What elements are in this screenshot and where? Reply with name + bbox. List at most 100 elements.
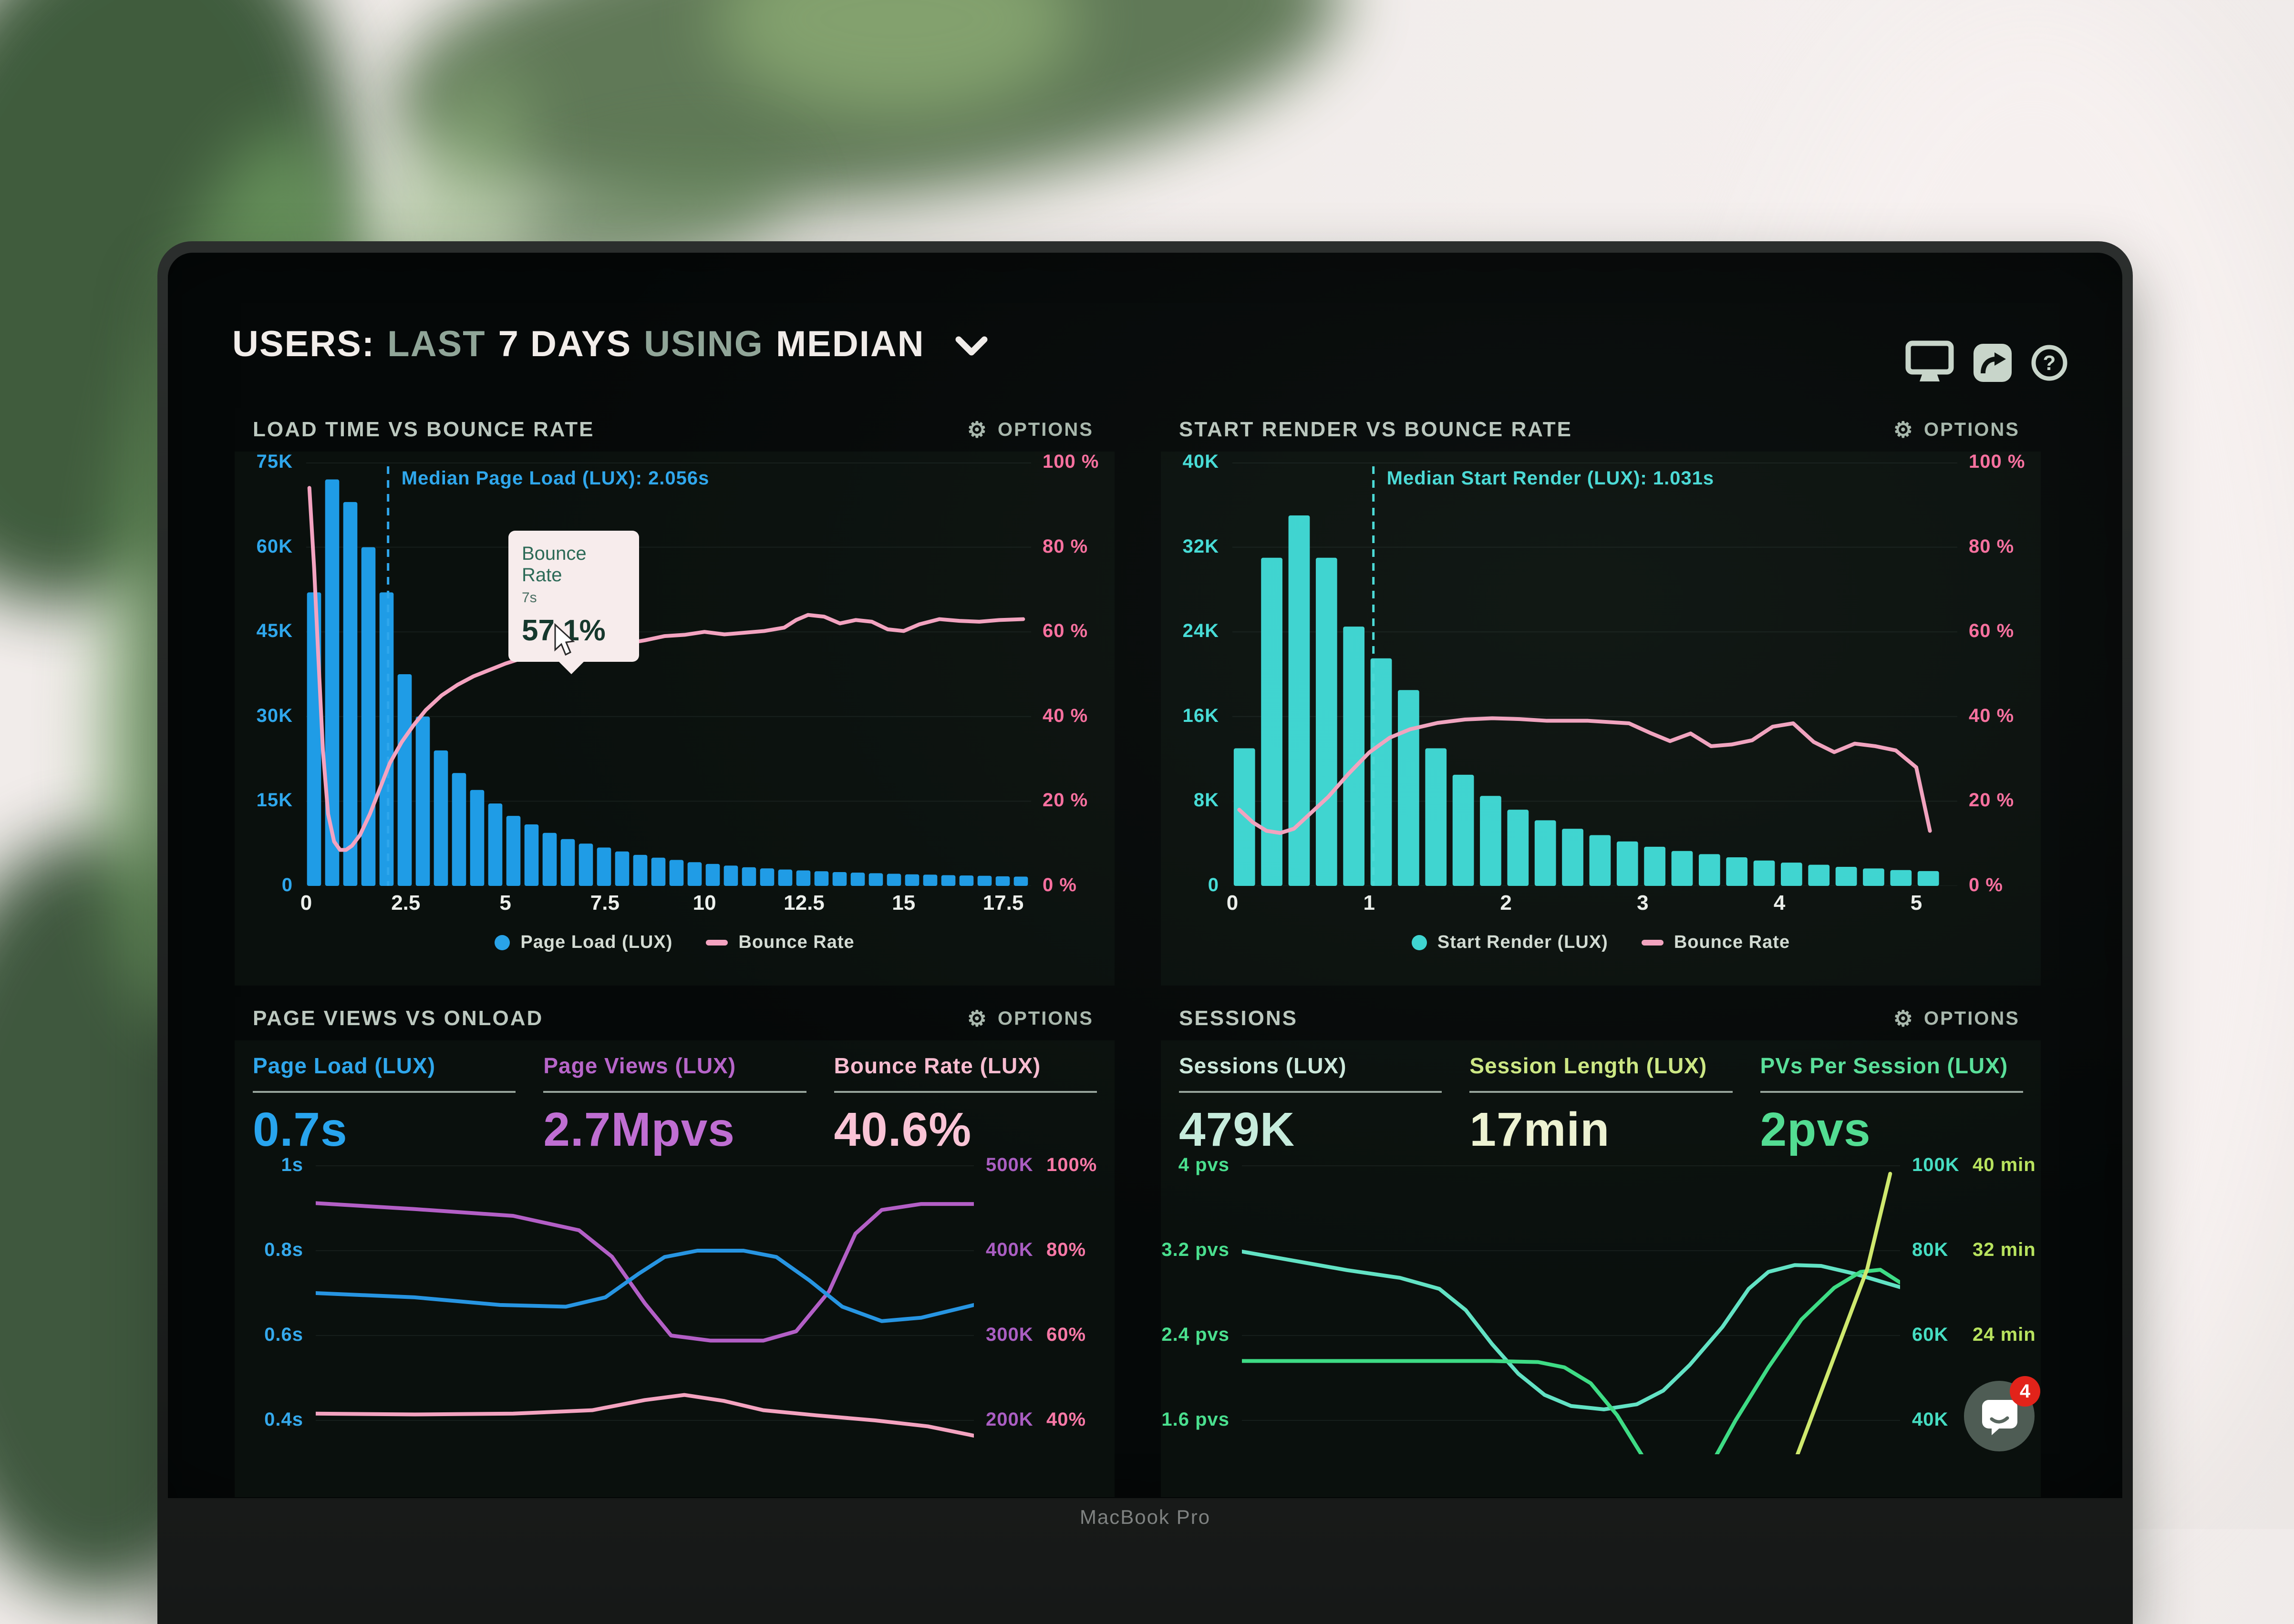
gear-icon: ⚙ [967, 1006, 988, 1031]
metrics-row: Page Load (LUX) 0.7s Page Views (LUX) 2.7Mp… [253, 1053, 1097, 1157]
axis-tick-label: 60K [256, 535, 293, 557]
metric-underline [543, 1091, 806, 1093]
page-title-dropdown[interactable]: USERS: LAST 7 DAYS USING MEDIAN [232, 323, 988, 365]
axis-tick-label: 20 % [1969, 790, 2015, 811]
axis-tick-label: 75K [256, 451, 293, 472]
metric-underline [1469, 1091, 1733, 1093]
axis-tick-label: 100 % [1043, 451, 1099, 472]
chat-unread-badge: 4 [2010, 1376, 2040, 1407]
title-segment: USING [644, 324, 764, 364]
axis-tick-label: 24K [1182, 620, 1219, 642]
metric-label: Bounce Rate (LUX) [834, 1053, 1041, 1078]
metric-block: Bounce Rate (LUX) 40.6% [834, 1053, 1097, 1157]
legend-label: Start Render (LUX) [1437, 932, 1608, 952]
axis-tick-label: 500K [986, 1154, 1033, 1175]
metric-value: 0.7s [253, 1103, 348, 1156]
x-axis: 0 2.5 5 7.5 10 12.5 15 17.5 [300, 891, 1031, 918]
y-axis-right-secondary: 40 min 32 min 24 min [1973, 1144, 2042, 1454]
axis-tick-label: 40 % [1043, 705, 1088, 726]
options-button[interactable]: ⚙ OPTIONS [964, 418, 1096, 441]
panel-header: SESSIONS ⚙ OPTIONS [1161, 997, 2041, 1040]
title-segment: 7 DAYS [498, 324, 632, 364]
legend-marker [1411, 935, 1427, 950]
axis-tick-label: 200K [986, 1409, 1033, 1430]
legend-item[interactable]: Bounce Rate [1641, 932, 1790, 953]
axis-tick-label: 60 % [1043, 620, 1088, 642]
options-button[interactable]: ⚙ OPTIONS [1891, 1007, 2023, 1030]
axis-tick-label: 40K [1182, 451, 1219, 472]
metric-underline [834, 1091, 1097, 1093]
chat-launcher-button[interactable]: 4 [1964, 1376, 2040, 1451]
panel-title: SESSIONS [1179, 1007, 1298, 1030]
metric-underline [1760, 1091, 2023, 1093]
median-annotation: Median Page Load (LUX): 2.056s [401, 468, 710, 489]
metric-label: Session Length (LUX) [1469, 1053, 1707, 1078]
histogram-chart [1232, 463, 1957, 886]
x-tick-label: 4 [1773, 891, 1786, 915]
metric-value: 2.7Mpvs [543, 1103, 735, 1156]
histogram-chart [306, 463, 1031, 886]
axis-tick-label: 40% [1046, 1409, 1086, 1430]
axis-tick-label: 100K [1912, 1154, 1960, 1175]
x-tick-label: 12.5 [784, 891, 825, 915]
axis-tick-label: 0 [1208, 874, 1219, 895]
axis-tick-label: 60 % [1969, 620, 2015, 642]
x-tick-label: 7.5 [590, 891, 620, 915]
panel-title: LOAD TIME VS BOUNCE RATE [253, 418, 595, 441]
chevron-down-icon [955, 336, 988, 355]
metric-block: Sessions (LUX) 479K [1179, 1053, 1442, 1157]
panel-header: START RENDER VS BOUNCE RATE ⚙ OPTIONS [1161, 408, 2041, 452]
axis-tick-label: 20 % [1043, 790, 1088, 811]
share-icon[interactable] [1974, 344, 2012, 383]
y-axis-right-primary: 100K 80K 60K 40K [1912, 1144, 1969, 1454]
laptop-brand-label: MacBook Pro [1079, 1506, 1211, 1528]
legend-item[interactable]: Start Render (LUX) [1411, 932, 1608, 953]
title-segment: LAST [387, 324, 486, 364]
axis-tick-label: 40K [1912, 1409, 1949, 1430]
legend-item[interactable]: Page Load (LUX) [495, 932, 672, 953]
x-tick-label: 10 [692, 891, 716, 915]
display-icon[interactable] [1905, 340, 1954, 387]
x-tick-label: 17.5 [982, 891, 1024, 915]
y-axis-left: 40K 32K 24K 16K 8K 0 [1161, 451, 1222, 906]
metric-block: Page Views (LUX) 2.7Mpvs [543, 1053, 806, 1157]
title-segment: MEDIAN [775, 324, 925, 364]
axis-tick-label: 0.6s [264, 1324, 303, 1345]
panel-title: START RENDER VS BOUNCE RATE [1179, 418, 1572, 441]
x-tick-label: 2.5 [391, 891, 421, 915]
axis-tick-label: 1s [281, 1154, 303, 1175]
options-button[interactable]: ⚙ OPTIONS [964, 1007, 1096, 1030]
axis-tick-label: 80 % [1043, 535, 1088, 557]
y-axis-left: 1s 0.8s 0.6s 0.4s [235, 1144, 306, 1454]
axis-tick-label: 80K [1912, 1239, 1949, 1260]
dashboard-screen: USERS: LAST 7 DAYS USING MEDIAN [168, 253, 2122, 1498]
options-button[interactable]: ⚙ OPTIONS [1891, 418, 2023, 441]
y-axis-right: 100 % 80 % 60 % 40 % 20 % 0 % [1043, 451, 1113, 906]
metric-value: 2pvs [1760, 1103, 1871, 1156]
axis-tick-label: 4 pvs [1178, 1154, 1230, 1175]
gear-icon: ⚙ [967, 417, 988, 442]
options-label: OPTIONS [997, 1007, 1094, 1029]
metric-block: Session Length (LUX) 17min [1469, 1053, 1733, 1157]
y-axis-right-secondary: 100% 80% 60% 40% [1046, 1144, 1116, 1454]
panel-header: PAGE VIEWS VS ONLOAD ⚙ OPTIONS [235, 997, 1115, 1040]
axis-tick-label: 0 [281, 874, 293, 895]
legend-label: Bounce Rate [1674, 932, 1790, 952]
line-chart [1242, 1165, 1900, 1454]
chat-bubble-icon [1982, 1400, 2017, 1435]
axis-tick-label: 40 min [1973, 1154, 2036, 1175]
tooltip-x-value: 7s [522, 590, 537, 606]
legend-item[interactable]: Bounce Rate [706, 932, 854, 953]
x-tick-label: 2 [1500, 891, 1512, 915]
page-title: USERS: LAST 7 DAYS USING MEDIAN [232, 323, 937, 365]
panel-header: LOAD TIME VS BOUNCE RATE ⚙ OPTIONS [235, 408, 1115, 452]
axis-tick-label: 32K [1182, 535, 1219, 557]
help-icon[interactable]: ? [2031, 344, 2068, 383]
svg-text:?: ? [2043, 351, 2056, 375]
line-chart [316, 1165, 974, 1438]
x-tick-label: 5 [1910, 891, 1922, 915]
metric-block: Page Load (LUX) 0.7s [253, 1053, 516, 1157]
x-tick-label: 5 [499, 891, 511, 915]
mouse-cursor-icon [554, 623, 575, 656]
options-label: OPTIONS [1923, 1007, 2020, 1029]
